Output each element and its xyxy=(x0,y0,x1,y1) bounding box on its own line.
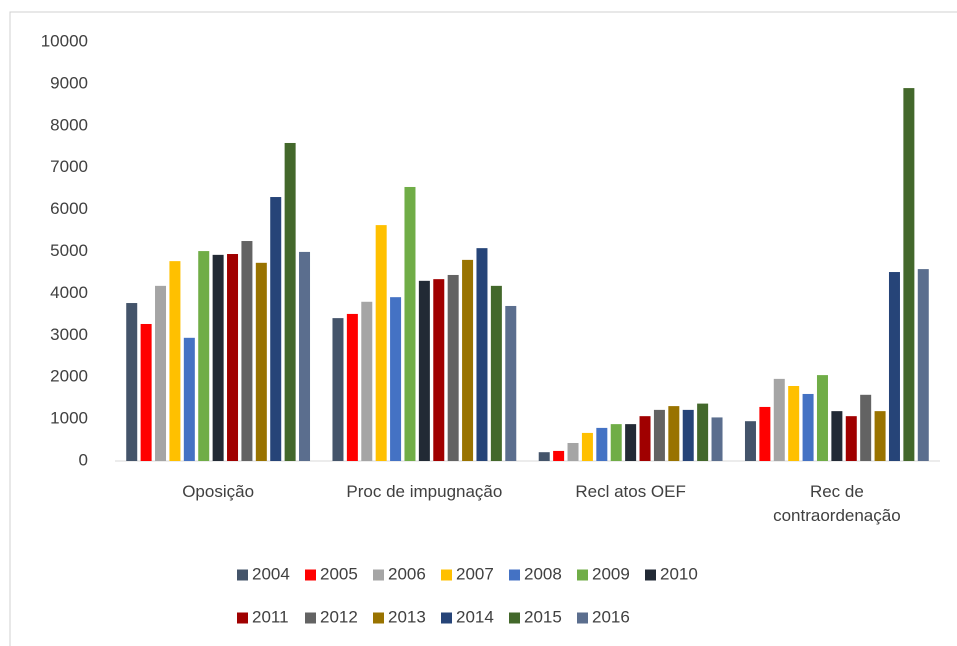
bar xyxy=(270,197,282,461)
y-tick-label: 10000 xyxy=(41,31,88,50)
y-tick-label: 5000 xyxy=(50,241,88,260)
bar xyxy=(711,417,723,461)
bar xyxy=(625,424,637,461)
bar xyxy=(490,285,502,461)
bar xyxy=(639,416,651,461)
bar xyxy=(744,421,756,461)
bar xyxy=(903,88,915,461)
bar xyxy=(610,424,622,461)
legend-swatch xyxy=(237,612,248,624)
legend-label: 2010 xyxy=(660,564,698,583)
y-tick-label: 9000 xyxy=(50,73,88,92)
legend-swatch xyxy=(305,569,316,581)
legend-swatch xyxy=(577,612,588,624)
bar xyxy=(773,378,785,461)
legend-swatch xyxy=(237,569,248,581)
bar xyxy=(447,274,459,461)
legend-label: 2007 xyxy=(456,564,494,583)
x-tick-label: Rec de contraordenação xyxy=(773,482,901,525)
bar xyxy=(476,248,488,461)
bar xyxy=(462,259,474,461)
legend-label: 2015 xyxy=(524,607,562,626)
legend-label: 2009 xyxy=(592,564,630,583)
bar xyxy=(183,337,195,461)
bar xyxy=(140,323,152,461)
bar xyxy=(375,225,387,461)
bar xyxy=(917,269,929,461)
legend-swatch xyxy=(577,569,588,581)
bar xyxy=(241,241,253,461)
bar xyxy=(653,409,665,461)
bar xyxy=(860,394,872,461)
y-tick-label: 6000 xyxy=(50,199,88,218)
bar xyxy=(332,318,344,461)
bar xyxy=(404,186,416,461)
legend-label: 2004 xyxy=(252,564,290,583)
x-tick-label: Oposição xyxy=(182,482,255,501)
legend-label: 2013 xyxy=(388,607,426,626)
bar xyxy=(433,279,445,461)
legend-label: 2014 xyxy=(456,607,494,626)
bar xyxy=(596,427,608,461)
bar xyxy=(169,261,181,461)
bar xyxy=(390,297,402,461)
x-tick-label: Recl atos OEF xyxy=(575,482,686,501)
bar xyxy=(816,375,828,461)
bar xyxy=(759,406,771,461)
bar xyxy=(831,411,843,461)
legend-swatch xyxy=(509,569,520,581)
y-tick-label: 7000 xyxy=(50,157,88,176)
bar xyxy=(227,254,239,461)
bar xyxy=(126,303,138,461)
legend-swatch xyxy=(373,612,384,624)
y-tick-label: 2000 xyxy=(50,367,88,386)
bar xyxy=(697,403,709,461)
bar xyxy=(888,272,900,461)
y-tick-label: 1000 xyxy=(50,409,88,428)
legend-swatch xyxy=(305,612,316,624)
bar xyxy=(155,285,167,461)
bar xyxy=(505,305,517,461)
y-tick-label: 8000 xyxy=(50,115,88,134)
bar xyxy=(418,280,430,461)
bar xyxy=(788,385,800,461)
legend-label: 2008 xyxy=(524,564,562,583)
chart-frame xyxy=(9,11,957,646)
bar xyxy=(802,393,814,461)
legend-swatch xyxy=(373,569,384,581)
bar xyxy=(682,409,694,461)
legend-label: 2011 xyxy=(252,607,289,626)
legend-swatch xyxy=(645,569,656,581)
bar xyxy=(567,442,579,461)
y-tick-label: 4000 xyxy=(50,283,88,302)
x-tick-label: Proc de impugnação xyxy=(346,482,503,501)
bar xyxy=(581,432,593,461)
bar xyxy=(361,301,373,461)
bar xyxy=(299,251,311,461)
legend-label: 2005 xyxy=(320,564,358,583)
bar xyxy=(874,411,886,461)
legend-swatch xyxy=(509,612,520,624)
bar xyxy=(538,452,550,461)
y-tick-label: 3000 xyxy=(50,325,88,344)
bar xyxy=(845,416,857,461)
bar xyxy=(668,406,680,461)
legend-label: 2012 xyxy=(320,607,358,626)
bar xyxy=(255,262,267,461)
bar xyxy=(284,142,296,461)
legend-label: 2006 xyxy=(388,564,426,583)
legend-swatch xyxy=(441,612,452,624)
legend-label: 2016 xyxy=(592,607,630,626)
bar xyxy=(212,254,224,461)
bar xyxy=(346,313,358,461)
legend-swatch xyxy=(441,569,452,581)
y-tick-label: 0 xyxy=(79,450,88,469)
bar xyxy=(553,450,565,461)
bar xyxy=(198,251,210,461)
